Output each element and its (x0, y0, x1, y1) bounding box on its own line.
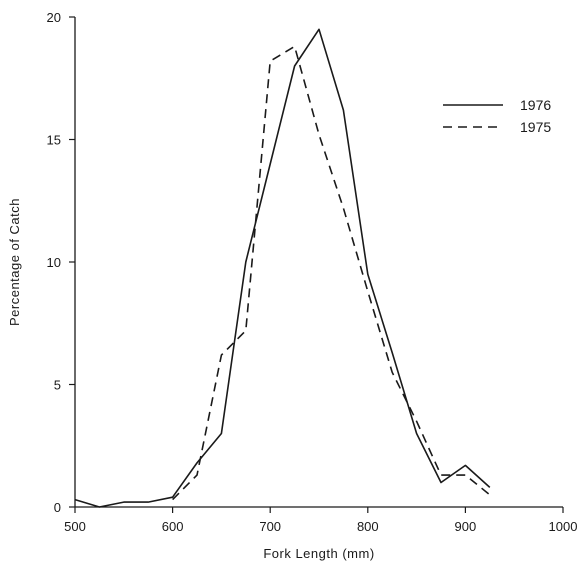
y-tick-label: 0 (54, 500, 61, 515)
x-tick-label: 900 (455, 519, 477, 534)
legend: 1976 1975 (443, 97, 551, 135)
legend-label-1975: 1975 (520, 119, 551, 135)
x-tick-label: 700 (259, 519, 281, 534)
x-tick-label: 500 (64, 519, 86, 534)
y-axis-title: Percentage of Catch (7, 198, 22, 326)
y-tick-label: 5 (54, 378, 61, 393)
x-tick-label: 1000 (549, 519, 578, 534)
x-axis: 500 600 700 800 900 1000 (64, 506, 578, 534)
series-layer (74, 28, 491, 508)
y-tick-label: 20 (47, 10, 61, 25)
series-line-1976 (74, 28, 491, 508)
y-tick-label: 15 (47, 133, 61, 148)
x-tick-label: 600 (162, 519, 184, 534)
x-tick-label: 800 (357, 519, 379, 534)
y-tick-label: 10 (47, 255, 61, 270)
legend-label-1976: 1976 (520, 97, 551, 113)
series-line-1975 (172, 45, 491, 501)
x-axis-title: Fork Length (mm) (263, 546, 374, 561)
y-axis: 0 5 10 15 20 (47, 10, 76, 515)
